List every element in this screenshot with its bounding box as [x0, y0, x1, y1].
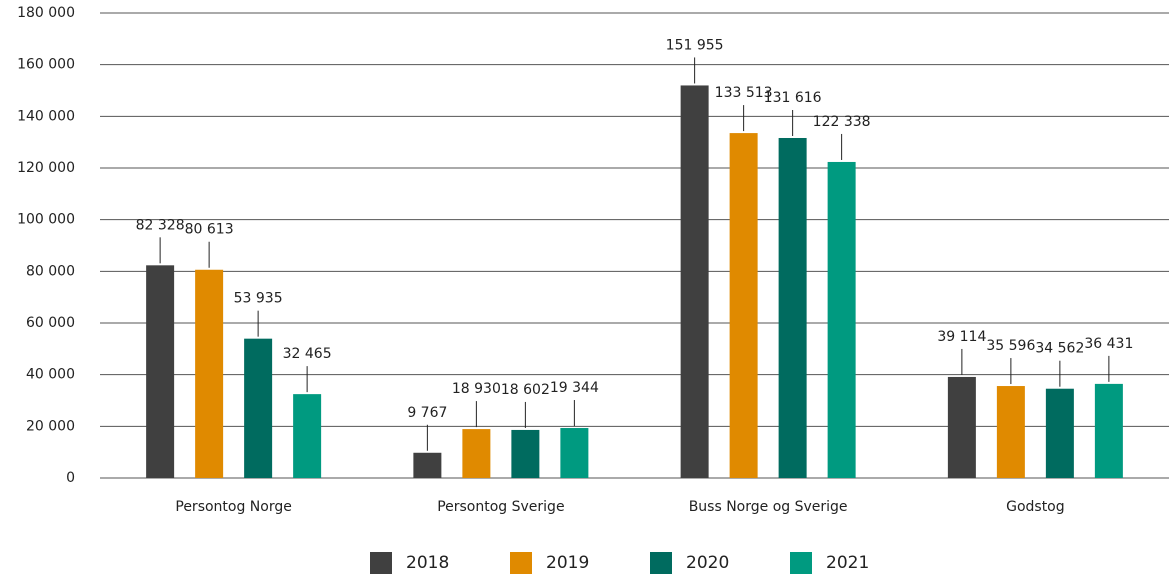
bar — [948, 377, 976, 478]
legend-swatch — [510, 552, 532, 574]
y-tick-label: 80 000 — [26, 263, 75, 279]
bar — [779, 138, 807, 478]
bar — [1046, 389, 1074, 478]
data-label: 151 955 — [666, 37, 724, 53]
bar — [195, 270, 223, 478]
y-tick-label: 120 000 — [17, 160, 75, 176]
x-tick-label: Persontog Sverige — [437, 499, 564, 515]
data-label: 39 114 — [937, 329, 986, 345]
y-tick-label: 20 000 — [26, 418, 75, 434]
bar — [828, 162, 856, 478]
y-tick-label: 140 000 — [17, 108, 75, 124]
bar — [462, 429, 490, 478]
x-tick-label: Persontog Norge — [175, 499, 291, 515]
data-label: 80 613 — [185, 222, 234, 238]
y-tick-label: 180 000 — [17, 5, 75, 21]
bar — [511, 430, 539, 478]
legend-swatch — [650, 552, 672, 574]
legend-swatch — [790, 552, 812, 574]
data-label: 19 344 — [550, 380, 599, 396]
data-label: 36 431 — [1084, 336, 1133, 352]
data-label: 131 616 — [764, 90, 822, 106]
data-label: 53 935 — [234, 291, 283, 307]
data-label: 82 328 — [136, 217, 185, 233]
data-label: 18 930 — [452, 381, 501, 397]
y-tick-label: 40 000 — [26, 367, 75, 383]
legend-swatch — [370, 552, 392, 574]
bar — [413, 453, 441, 478]
chart: 0 20 000 40 000 60 000 80 000 100 000 120 000 1… — [0, 0, 1169, 577]
legend-label: 2019 — [546, 553, 589, 573]
bar — [730, 133, 758, 478]
bar — [681, 85, 709, 478]
legend-label: 2018 — [406, 553, 449, 573]
x-tick-label: Buss Norge og Sverige — [689, 499, 848, 515]
y-tick-label: 0 — [66, 470, 75, 486]
data-label: 9 767 — [407, 405, 447, 421]
bar — [293, 394, 321, 478]
bar — [146, 265, 174, 478]
bar — [1095, 384, 1123, 478]
x-tick-label: Godstog — [1006, 499, 1065, 515]
bar — [244, 339, 272, 478]
bar — [997, 386, 1025, 478]
bar — [560, 428, 588, 478]
legend-label: 2021 — [826, 553, 869, 573]
y-tick-label: 100 000 — [17, 212, 75, 228]
data-label: 122 338 — [813, 114, 871, 130]
data-label: 35 596 — [986, 338, 1035, 354]
legend-label: 2020 — [686, 553, 729, 573]
y-tick-label: 60 000 — [26, 315, 75, 331]
data-label: 32 465 — [283, 346, 332, 362]
y-tick-label: 160 000 — [17, 57, 75, 73]
data-label: 18 602 — [501, 382, 550, 398]
data-label: 34 562 — [1035, 341, 1084, 357]
